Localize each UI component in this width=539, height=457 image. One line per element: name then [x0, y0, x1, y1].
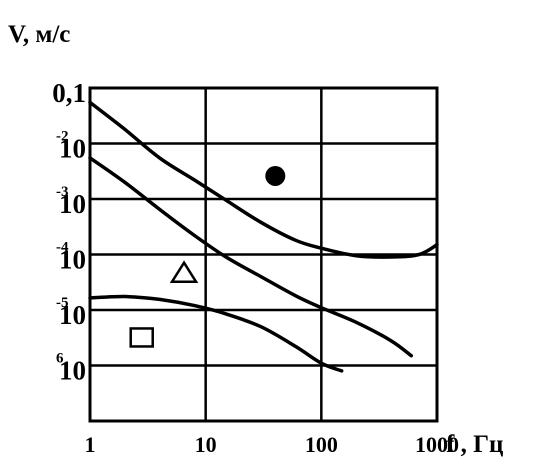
x-tick-labels: 1 10 100 1000: [85, 432, 460, 457]
x-tick-label-2: 100: [305, 432, 338, 457]
marker-triangle: [169, 260, 199, 283]
plot-frame: [88, 86, 439, 423]
y-tick-base-1: 10: [59, 134, 86, 164]
grid: [90, 88, 437, 421]
y-tick-1: 10-2: [56, 129, 86, 164]
y-tick-exponent-1: -2: [56, 129, 69, 145]
y-tick-0: 0,1: [52, 78, 86, 108]
y-tick-base-5: 10: [59, 356, 86, 386]
y-tick-base-4: 10: [59, 300, 86, 330]
series-group: [88, 100, 439, 373]
markers-group: [129, 165, 286, 348]
y-tick-exponent-5: 6: [56, 351, 64, 367]
y-tick-4: 10-5: [56, 295, 86, 330]
x-tick-label-3: 1000: [415, 432, 459, 457]
marker-filled-circle: [265, 165, 286, 186]
y-tick-base-0: 0,1: [52, 78, 86, 108]
plot-border: [88, 86, 439, 423]
x-tick-label-0: 1: [85, 432, 96, 457]
x-tick-label-1: 10: [195, 432, 217, 457]
y-axis-label: V, м/с: [8, 21, 70, 48]
y-tick-3: 10-4: [56, 240, 86, 275]
x-axis-label: f , Гц: [446, 431, 503, 457]
y-tick-2: 10-3: [56, 184, 86, 219]
series-line-3: [88, 294, 344, 373]
series-line-2: [88, 156, 414, 358]
y-tick-5: 106: [56, 351, 86, 386]
y-tick-exponent-2: -3: [56, 184, 69, 200]
y-tick-exponent-4: -5: [56, 295, 69, 311]
marker-square: [129, 327, 154, 348]
series-line-1: [88, 100, 439, 259]
y-tick-base-2: 10: [59, 189, 86, 219]
y-tick-exponent-3: -4: [56, 240, 69, 256]
y-tick-base-3: 10: [59, 245, 86, 275]
